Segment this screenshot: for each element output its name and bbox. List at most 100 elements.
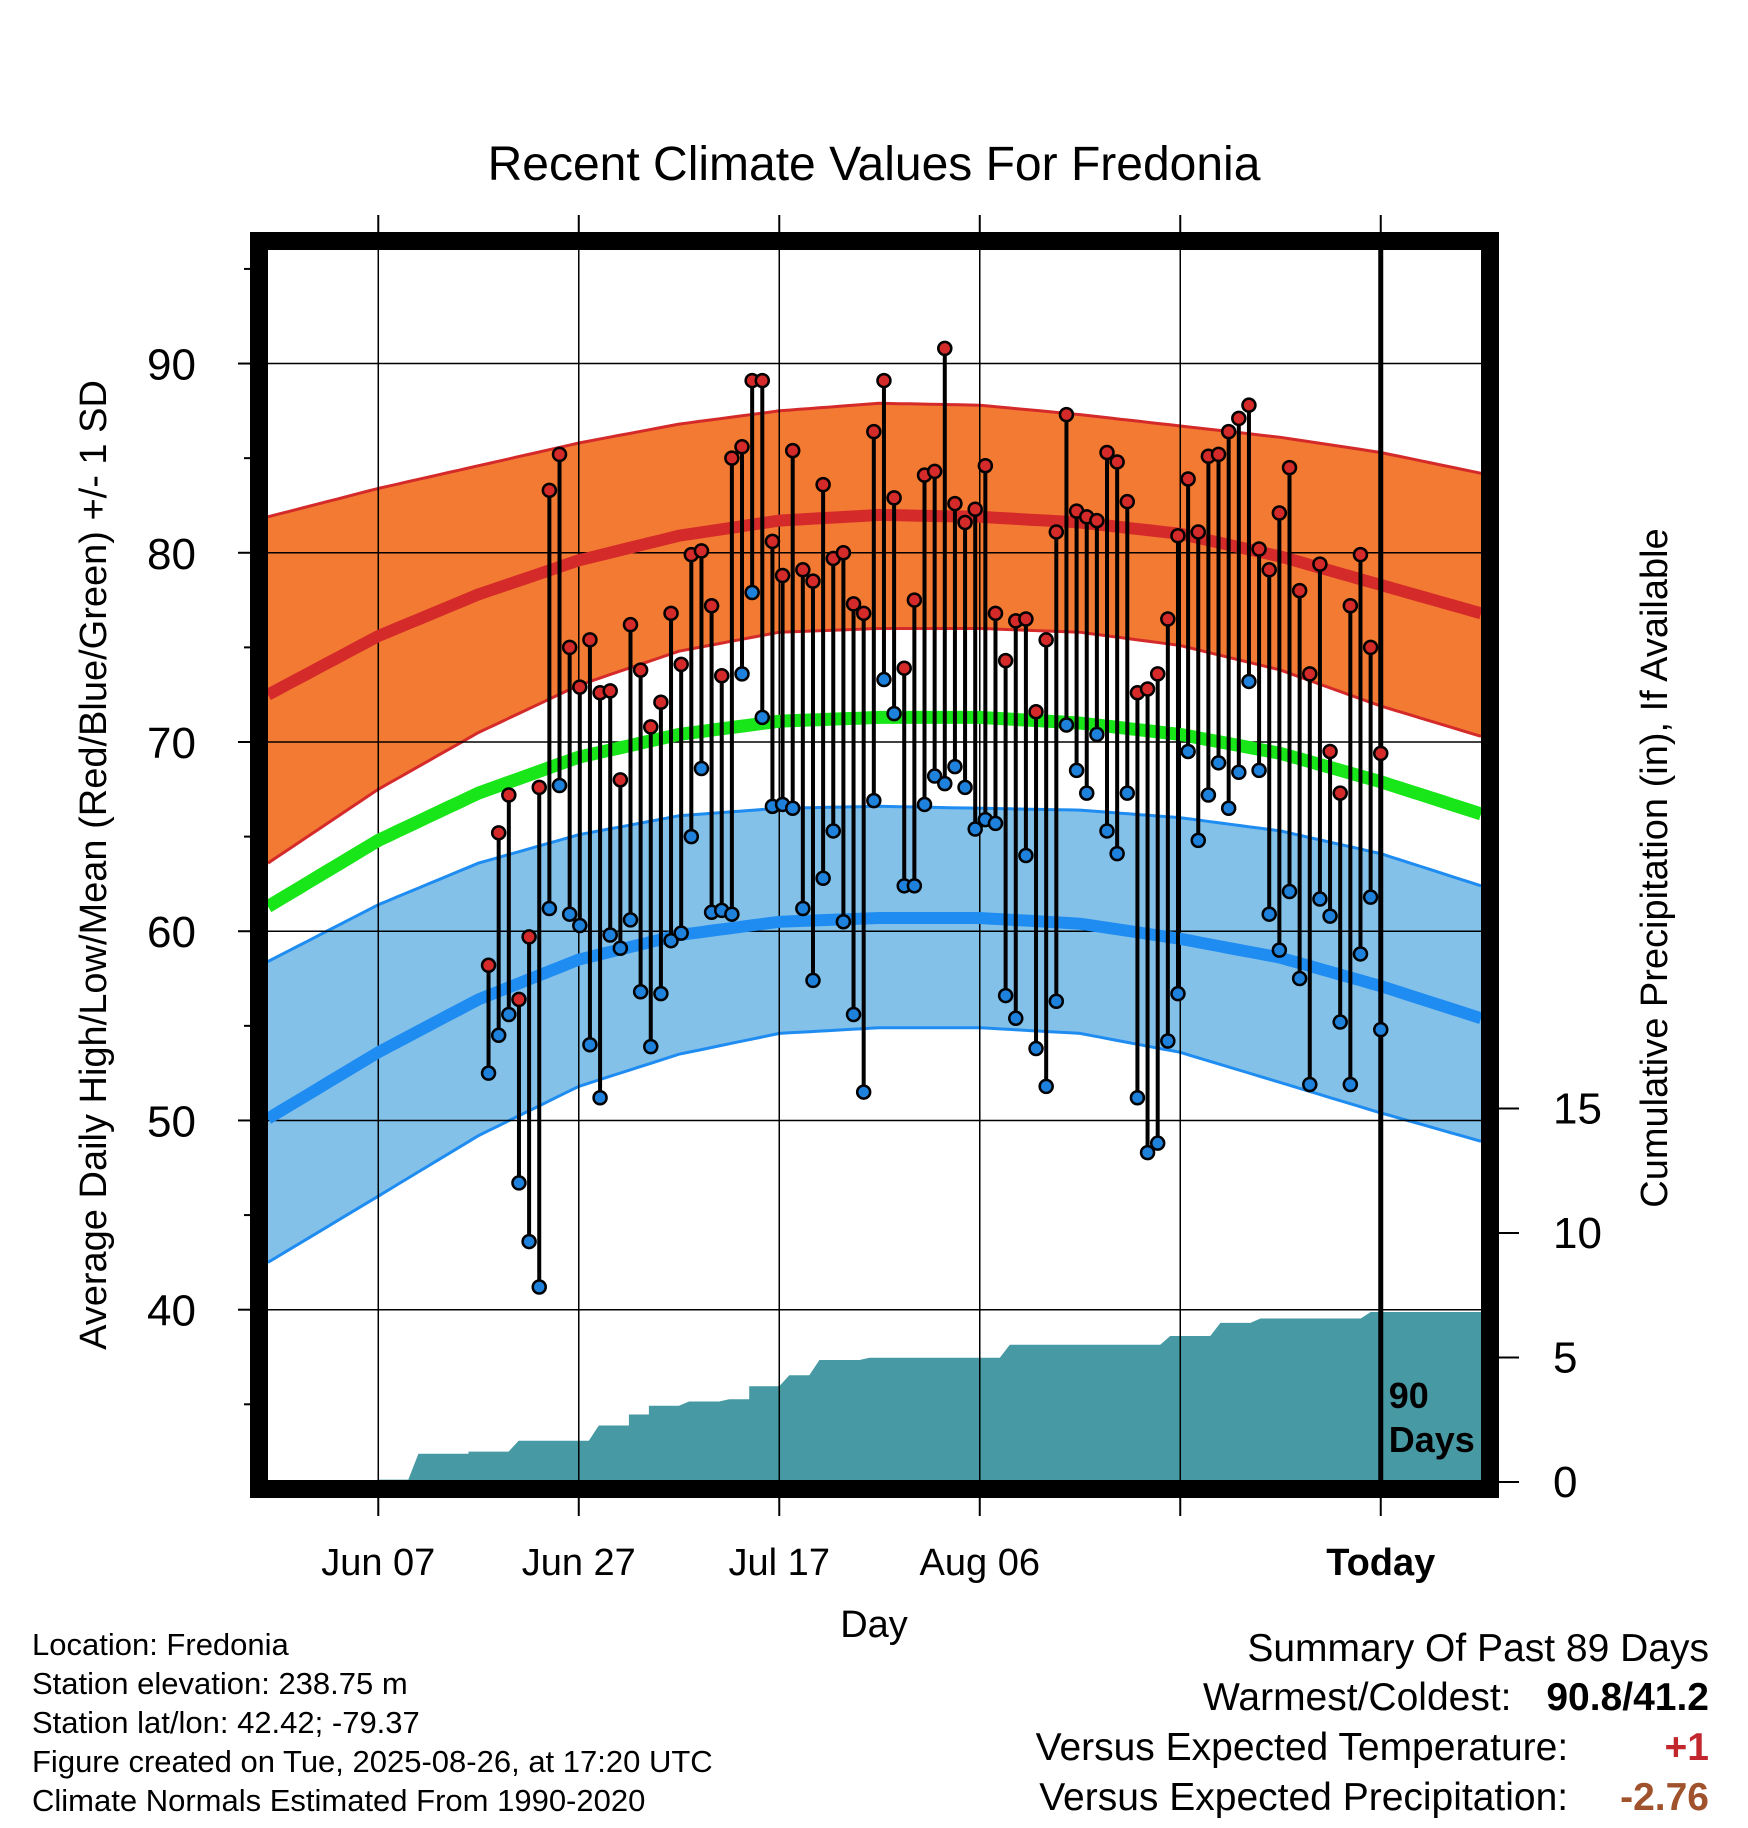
high-temp-point [501,787,517,803]
high-temp-point [1261,562,1277,578]
latlon-text: Station lat/lon: 42.42; -79.37 [32,1705,420,1740]
low-temp-point [1028,1040,1044,1057]
summary-panel: Summary Of Past 89 Days Warmest/Coldest:… [1036,1625,1709,1823]
high-temp-point [1190,524,1207,540]
low-temp-point [1281,883,1298,900]
normal-high-band [268,403,1481,864]
high-temp-point [713,668,730,684]
station-info: Location: Fredonia Station elevation: 23… [32,1625,713,1820]
low-temp-point [683,828,700,845]
high-temp-point [1089,512,1105,529]
high-temp-point [561,639,578,656]
high-temp-point [1180,471,1196,487]
y-tick-label: 70 [147,719,196,768]
low-temp-point [1048,993,1065,1009]
high-temp-point [1271,505,1288,521]
temp-label: Versus Expected Temperature: [1035,1726,1569,1769]
low-temp-point [1322,908,1338,924]
low-temp-point [937,775,953,792]
high-temp-point [1302,666,1318,682]
low-temp-point [1251,762,1267,779]
high-temp-point [987,605,1004,622]
plot-frame [250,232,1499,1498]
low-temp-point [1210,755,1227,771]
high-temp-point [774,567,791,584]
high-temp-point [1251,541,1267,557]
low-temp-point [653,985,669,1002]
high-temp-point [845,596,862,612]
low-temp-point [1302,1076,1318,1093]
low-temp-point [1312,891,1328,907]
low-temp-point [622,912,639,928]
precip-row: Versus Expected Precipitation: -2.76 [1036,1773,1709,1823]
low-temp-point [1241,673,1257,690]
low-temp-point [1332,1014,1348,1030]
low-temp-point [1068,762,1085,779]
low-temp-point [531,1279,547,1295]
high-temp-point [643,719,659,735]
high-temp-point [876,372,892,389]
low-temp-point [1160,1033,1176,1049]
low-temp-point [1352,946,1369,962]
low-temp-point [1099,823,1115,839]
x-tick-label: Jun 27 [522,1542,636,1584]
location-text: Location: Fredonia [32,1627,289,1662]
low-temp-point [1089,726,1105,743]
precip-area [268,1312,1481,1480]
high-temp-point [855,605,872,622]
high-temp-point [1099,444,1115,461]
low-temp-point [784,800,801,816]
high-temp-point [734,439,750,455]
low-temp-point [1271,942,1288,958]
high-temp-point [1322,743,1338,760]
low-temp-point [855,1084,872,1100]
low-temp-point [947,758,963,775]
x-tick-label: Jun 07 [321,1542,435,1584]
low-temp-point [1129,1090,1146,1106]
normal-low-lower-line [268,1026,1481,1264]
high-temp-point [653,694,669,711]
low-temp-point [582,1037,598,1053]
high-temp-point [1149,666,1166,682]
low-temp-point [663,932,679,949]
low-temp-point [795,900,811,917]
chart-title: Recent Climate Values For Fredonia [488,138,1261,191]
low-temp-point [1109,845,1125,862]
warmest-coldest-label: Warmest/Coldest: [1203,1676,1512,1719]
normal-high-upper-line [268,401,1481,519]
high-temp-point [896,660,912,676]
high-temp-point [612,772,629,788]
high-temp-point [622,616,639,633]
low-temp-point [744,584,760,601]
low-temp-point [1220,800,1237,816]
x-tick-label: Today [1326,1542,1435,1584]
high-temp-point [1109,454,1125,470]
high-temp-point [866,423,882,440]
high-temp-point [1220,423,1237,440]
low-temp-point [1200,787,1217,803]
low-temp-point [643,1038,659,1055]
low-temp-point [673,925,689,941]
y-tick-label: 50 [147,1097,196,1146]
low-temp-point [967,821,983,837]
high-temp-point [1362,639,1379,656]
x-axis-label: Day [840,1604,908,1646]
high-temp-point [977,457,994,474]
low-temp-point [1058,717,1075,733]
high-temp-point [906,592,923,608]
temp-value: +1 [1664,1726,1709,1769]
low-temp-point [815,870,831,886]
y2-tick-label: 10 [1553,1209,1602,1258]
high-temp-point [957,514,973,531]
high-temp-point [1170,527,1186,544]
low-temp-point [1119,785,1136,801]
warmest-coldest-value: 90.8/41.2 [1546,1676,1709,1719]
low-temp-point [835,914,852,930]
high-temp-point [602,683,618,699]
summary-heading: Summary Of Past 89 Days [1247,1627,1709,1670]
low-temp-point [592,1090,608,1106]
high-temp-point [947,495,963,512]
high-temp-point [521,929,537,945]
high-temp-point [784,442,801,459]
